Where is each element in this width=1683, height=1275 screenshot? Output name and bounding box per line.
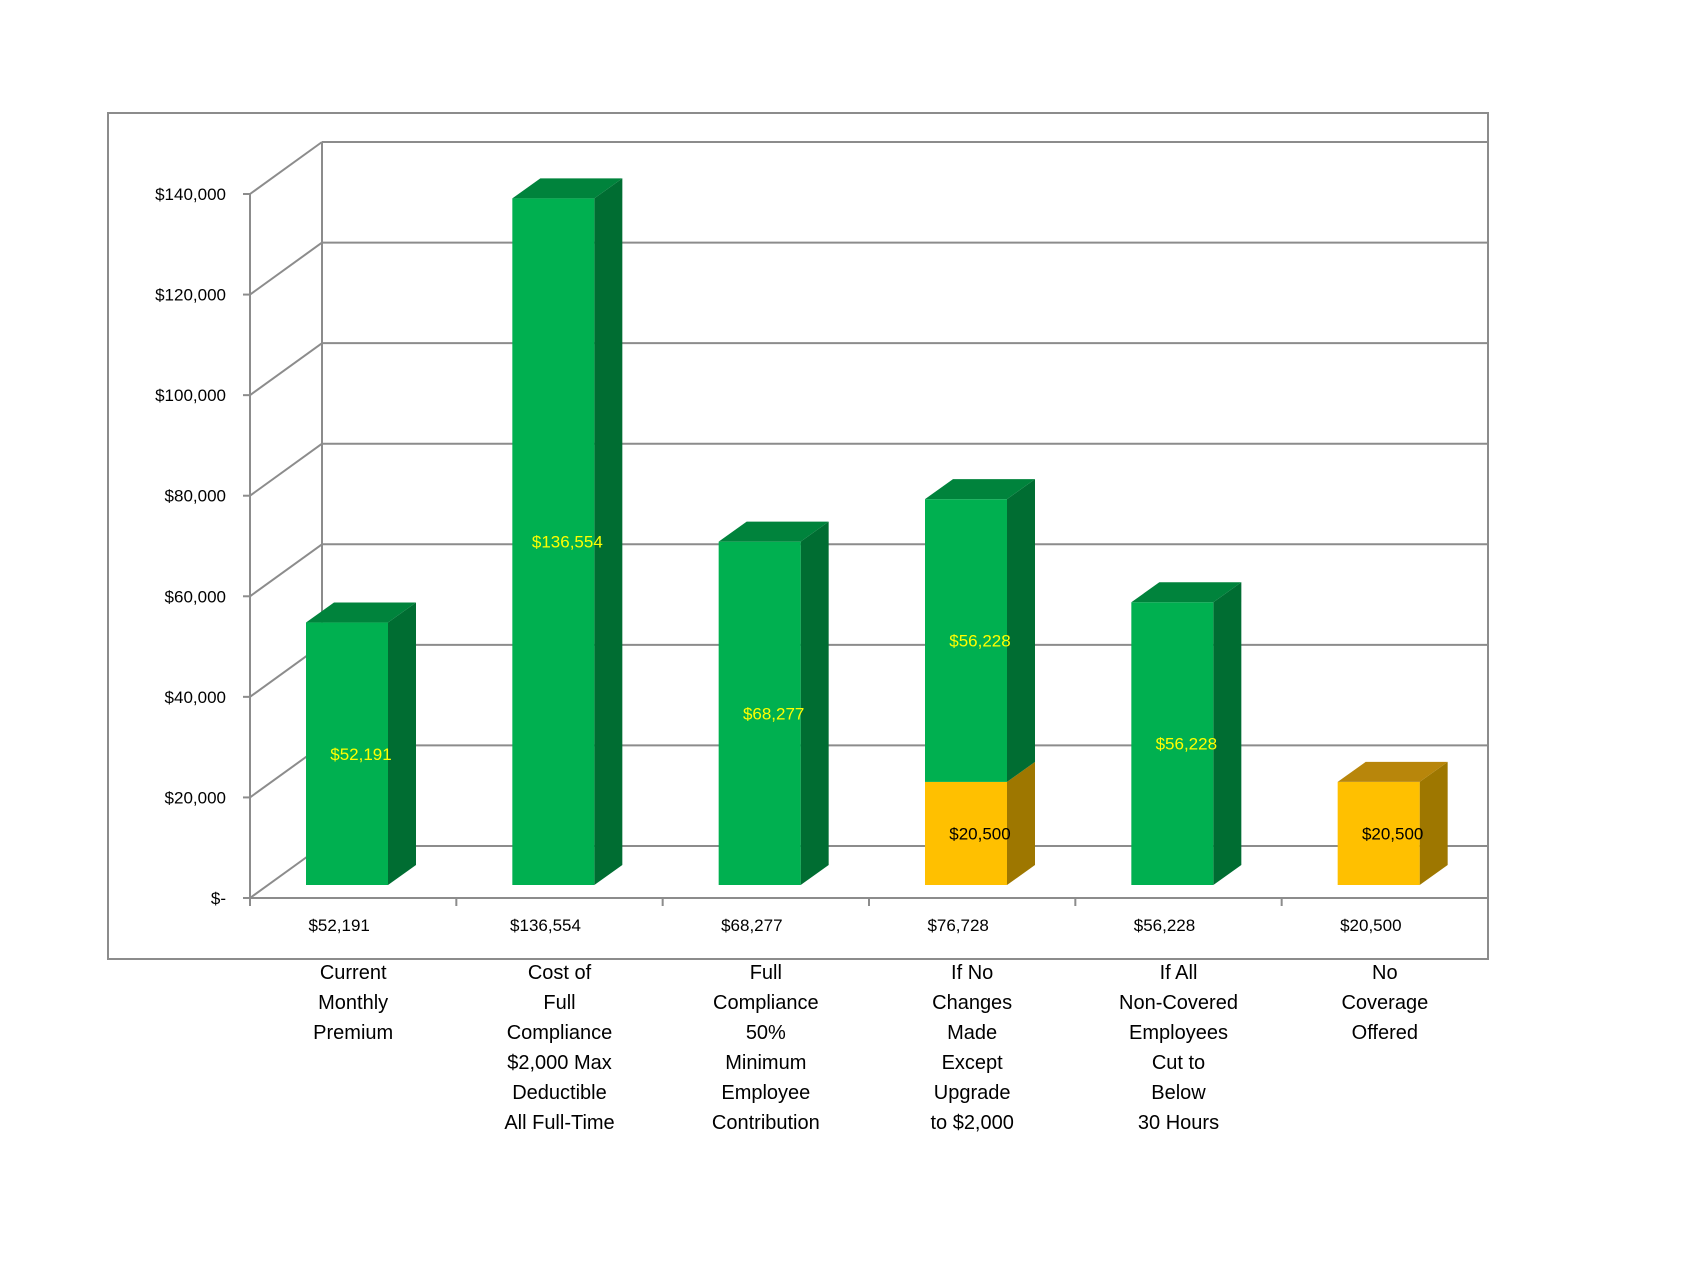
bar-top <box>718 521 829 542</box>
x-total-label: $68,277 <box>721 916 782 935</box>
category-label-line: Current <box>320 962 387 984</box>
x-total-label: $20,500 <box>1340 916 1401 935</box>
bars <box>306 178 1448 885</box>
category-label-line: If All <box>1160 962 1198 984</box>
category-label-line: Employee <box>721 1082 810 1104</box>
bar <box>925 499 1007 782</box>
category-label-line: Compliance <box>507 1022 613 1044</box>
y-tick-label: $60,000 <box>165 587 226 606</box>
category-label-line: Except <box>942 1052 1004 1074</box>
data-label: $56,228 <box>949 632 1010 651</box>
category-label-line: Full <box>750 962 782 984</box>
data-label: $56,228 <box>1156 735 1217 754</box>
category-label-line: Contribution <box>712 1112 820 1134</box>
category-label: No Coverage Offered <box>1341 962 1428 1044</box>
category-label-line: If No <box>951 962 993 984</box>
category-label-line: No <box>1372 962 1398 984</box>
category-label-line: Made <box>947 1022 997 1044</box>
category-label-line: Non-Covered <box>1119 992 1238 1014</box>
category-label-line: to $2,000 <box>930 1112 1013 1134</box>
bar <box>925 781 1007 885</box>
category-label-line: Full <box>543 992 575 1014</box>
chart-frame <box>107 112 1489 960</box>
bar-top <box>925 479 1035 500</box>
y-tick-label: $- <box>211 889 226 908</box>
bar-top <box>306 602 416 623</box>
category-label-line: Coverage <box>1341 992 1428 1014</box>
category-label-line: Compliance <box>713 992 819 1014</box>
category-label-line: Minimum <box>725 1052 806 1074</box>
y-tick-label: $20,000 <box>165 788 226 807</box>
gridlines <box>249 141 1488 899</box>
bar <box>718 541 801 885</box>
bar-side <box>594 178 623 885</box>
category-label: If All Non-Covered Employees Cut to Below 30 … <box>1119 962 1238 1134</box>
bar-side <box>1419 761 1448 885</box>
bar-top <box>1337 761 1448 782</box>
y-tick-label: $140,000 <box>155 185 226 204</box>
y-tick-label: $80,000 <box>165 487 226 506</box>
bar-top <box>512 178 623 199</box>
category-label-line: Cut to <box>1152 1052 1205 1074</box>
gridline-side <box>249 141 323 195</box>
bar-side <box>1007 761 1035 885</box>
category-label-line: Cost of <box>528 962 592 984</box>
y-tick-label: $100,000 <box>155 386 226 405</box>
category-label-line: Employees <box>1129 1022 1228 1044</box>
category-label: If No Changes Made Except Upgrade to $2,000 <box>930 962 1013 1134</box>
bar <box>306 622 388 885</box>
bar-top <box>1131 582 1242 603</box>
category-label: Cost of Full Compliance $2,000 Max Deductibl… <box>504 962 614 1134</box>
bar <box>512 198 595 885</box>
gridline-side <box>249 442 323 497</box>
gridline-side <box>249 241 323 296</box>
data-label: $52,191 <box>330 745 391 764</box>
x-total-label: $52,191 <box>308 916 369 935</box>
axes <box>243 142 1489 906</box>
gridline-side <box>249 543 323 598</box>
category-label-line: Monthly <box>318 992 388 1014</box>
category-label-line: $2,000 Max <box>507 1052 612 1074</box>
bar-side <box>388 602 416 885</box>
x-total-label: $76,728 <box>927 916 988 935</box>
bar <box>1337 781 1420 885</box>
data-label: $20,500 <box>1362 824 1423 843</box>
category-label: Full Compliance 50% Minimum Employee Contribu… <box>712 962 820 1134</box>
category-label-line: Below <box>1151 1082 1206 1104</box>
bar-side <box>800 521 829 885</box>
gridline-side <box>249 342 323 396</box>
category-label-line: Changes <box>932 992 1012 1014</box>
labels: $- $20,000 $40,000 $60,000 $80,000 $100,000 $1… <box>155 185 1428 1134</box>
category-label-line: Offered <box>1352 1022 1418 1044</box>
category-label-line: All Full-Time <box>504 1112 614 1134</box>
category-label-line: Premium <box>313 1022 393 1044</box>
category-label-line: Upgrade <box>934 1082 1011 1104</box>
bar-side <box>1007 479 1035 782</box>
category-label: Current Monthly Premium <box>313 962 393 1044</box>
data-label: $20,500 <box>949 824 1010 843</box>
bar <box>1131 602 1214 885</box>
data-label: $136,554 <box>532 533 603 552</box>
category-label-line: 50% <box>746 1022 786 1044</box>
y-tick-label: $120,000 <box>155 286 226 305</box>
y-tick-label: $40,000 <box>165 688 226 707</box>
category-label-line: Deductible <box>512 1082 607 1104</box>
x-total-label: $136,554 <box>510 916 581 935</box>
category-label-line: 30 Hours <box>1138 1112 1219 1134</box>
bar-side <box>1213 582 1242 885</box>
x-total-label: $56,228 <box>1134 916 1195 935</box>
data-label: $68,277 <box>743 704 804 723</box>
